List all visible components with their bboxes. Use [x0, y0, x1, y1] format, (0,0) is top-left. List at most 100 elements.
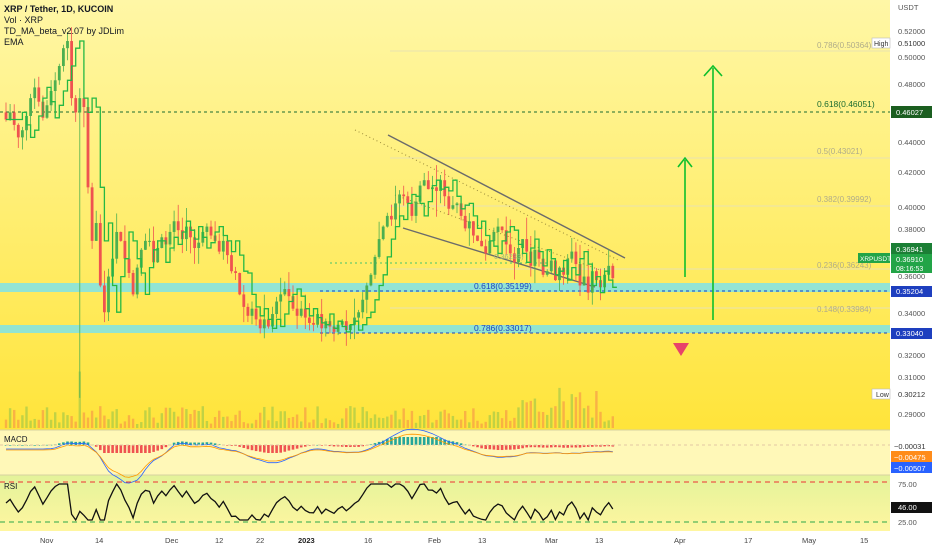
volume-bar: [574, 397, 578, 428]
volume-bar: [308, 422, 311, 428]
time-tick: 16: [364, 536, 372, 545]
candle-body: [197, 242, 201, 249]
macd-bar: [258, 445, 262, 452]
volume-bar: [304, 407, 307, 428]
macd-bar: [291, 445, 295, 450]
time-tick: Mar: [545, 536, 558, 545]
candle-body: [189, 226, 192, 238]
macd-bar: [304, 445, 307, 447]
macd-bar: [611, 445, 615, 447]
volume-bar: [144, 410, 147, 428]
volume-bar: [33, 418, 36, 428]
candle-body: [90, 187, 94, 241]
volume-bar: [156, 422, 159, 428]
candle-body: [463, 215, 467, 229]
price-tick: 0.42000: [898, 168, 925, 177]
candle-body: [521, 239, 524, 249]
volume-bar: [357, 422, 360, 428]
macd-bar: [21, 445, 24, 446]
volume-bar: [603, 421, 606, 428]
candle-body: [8, 112, 12, 120]
candle-body: [308, 317, 311, 323]
candle-body: [66, 41, 69, 49]
candle-body: [144, 240, 147, 250]
macd-bar: [242, 445, 246, 448]
price-tick: 0.44000: [898, 138, 925, 147]
volume-bar: [353, 407, 356, 428]
fib-label-small: 0.36233): [494, 252, 524, 261]
volume-bar: [279, 411, 282, 428]
candle-body: [53, 80, 57, 91]
candle-body: [262, 319, 266, 329]
candle-body: [4, 112, 8, 120]
macd-signal-line: [6, 433, 613, 478]
price-axis-unit: USDT: [898, 3, 919, 12]
candle-body: [492, 231, 496, 241]
macd-bar: [459, 443, 463, 445]
macd-bar: [381, 440, 385, 445]
indicator-ema[interactable]: EMA: [4, 37, 24, 47]
candle-body: [82, 98, 86, 108]
volume-bar: [86, 417, 90, 428]
volume-bar: [533, 398, 537, 428]
level-green-value: 0.46027: [896, 108, 923, 117]
volume-bar: [541, 412, 545, 428]
macd-bar: [94, 445, 98, 447]
candle-body: [586, 276, 590, 293]
volume-bar: [189, 414, 192, 428]
price-tick: 0.40000: [898, 203, 925, 212]
candle-body: [254, 308, 258, 320]
volume-bar: [164, 407, 168, 428]
macd-bar: [172, 442, 176, 445]
time-axis: Nov 14 Dec 12 22 2023 16 Feb 13 Mar 13 A…: [40, 536, 868, 545]
macd-bar: [484, 445, 487, 450]
volume-bar: [254, 419, 258, 428]
macd-bar: [447, 440, 451, 445]
fib-label-5: 0.5(0.43021): [817, 147, 863, 156]
macd-bar: [238, 445, 241, 447]
macd-bar: [591, 445, 594, 447]
candle-body: [238, 272, 242, 295]
candle-body: [357, 312, 360, 318]
level-tag-blue-2: 0.33040: [891, 328, 932, 339]
volume-bar: [398, 419, 401, 428]
volume-bar: [500, 418, 504, 428]
volume-bar: [222, 416, 225, 428]
volume-bar: [443, 409, 446, 428]
volume-bar: [492, 411, 496, 428]
macd-bar: [316, 444, 319, 446]
price-tick: 0.32000: [898, 351, 925, 360]
indicator-volume[interactable]: Vol · XRP: [4, 15, 44, 25]
volume-bar: [546, 414, 549, 428]
candle-body: [312, 322, 315, 325]
volume-bar: [300, 421, 303, 428]
candle-body: [33, 87, 37, 99]
macd-bar: [230, 445, 233, 446]
macd-bar: [574, 445, 578, 448]
macd-bar: [250, 445, 254, 451]
rsi-tick-25: 25.00: [898, 518, 917, 527]
price-a-value: 0.36941: [896, 245, 923, 254]
volume-bar: [316, 406, 319, 428]
volume-bar: [70, 416, 73, 428]
volume-bar: [472, 408, 475, 428]
time-tick: May: [802, 536, 816, 545]
macd-bar: [422, 437, 426, 445]
candle-body: [390, 215, 393, 220]
candle-body: [29, 98, 32, 116]
macd-line: [6, 428, 613, 484]
volume-bar: [476, 420, 479, 428]
candle-body: [582, 276, 586, 286]
candle-body: [246, 306, 250, 316]
price-tick: 0.34000: [898, 309, 925, 318]
candle-body: [545, 271, 549, 275]
indicator-td-ma[interactable]: TD_MA_beta_v2.07 by JDLim: [4, 26, 125, 36]
volume-bar: [418, 415, 422, 428]
volume-bar: [37, 419, 40, 428]
volume-bar: [349, 406, 352, 428]
candle-body: [533, 249, 537, 266]
volume-bar: [17, 419, 20, 428]
volume-bar: [382, 418, 385, 428]
macd-bar: [336, 445, 340, 447]
volume-bar: [90, 410, 94, 428]
